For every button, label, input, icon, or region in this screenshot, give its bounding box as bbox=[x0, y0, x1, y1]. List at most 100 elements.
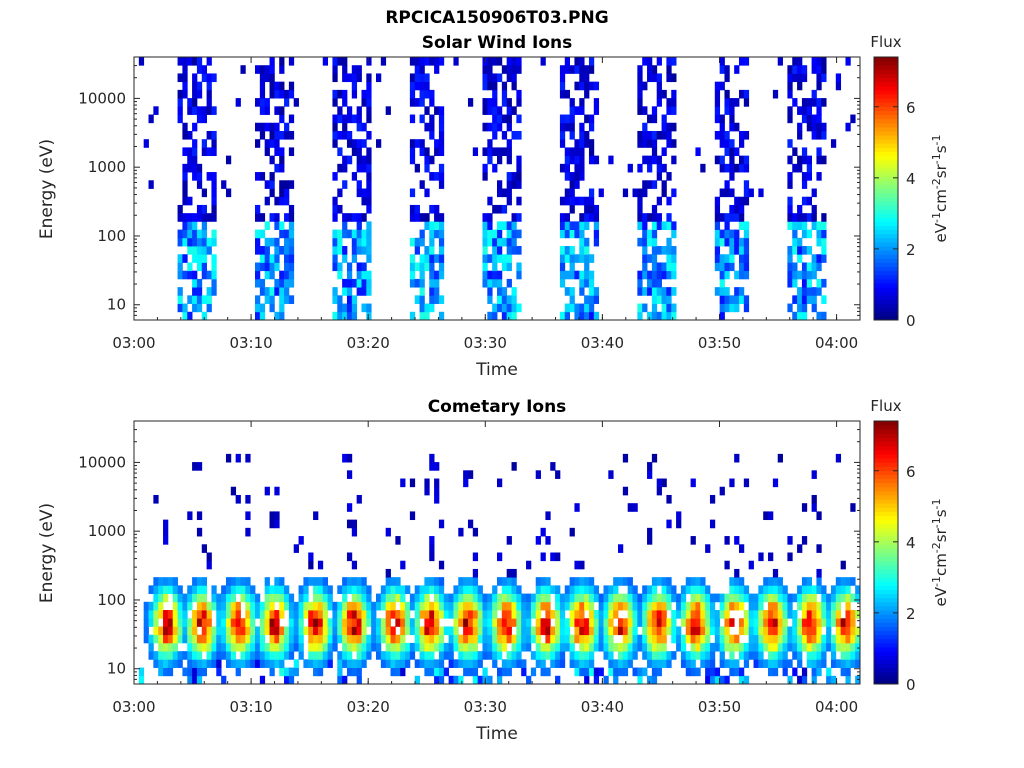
heatmap-cell bbox=[579, 601, 585, 611]
heatmap-cell bbox=[734, 237, 740, 247]
heatmap-cell bbox=[787, 172, 793, 181]
heatmap-cell bbox=[255, 213, 261, 222]
heatmap-cell bbox=[366, 196, 372, 206]
heatmap-cell bbox=[414, 262, 420, 272]
heatmap-cell bbox=[739, 675, 745, 685]
heatmap-cell bbox=[196, 642, 203, 652]
heatmap-cell bbox=[550, 585, 556, 594]
heatmap-cell bbox=[719, 122, 725, 132]
heatmap-cell bbox=[729, 667, 735, 677]
heatmap-cell bbox=[516, 651, 522, 660]
heatmap-cell bbox=[463, 651, 469, 660]
heatmap-cell bbox=[618, 544, 624, 553]
heatmap-cell bbox=[569, 651, 575, 660]
heatmap-cell bbox=[584, 254, 590, 263]
heatmap-cell bbox=[255, 642, 261, 652]
heatmap-cell bbox=[211, 585, 217, 594]
heatmap-cell bbox=[492, 89, 498, 99]
heatmap-cell bbox=[642, 303, 648, 313]
heatmap-cell bbox=[845, 642, 851, 652]
heatmap-cell bbox=[409, 81, 416, 91]
heatmap-cell bbox=[734, 147, 740, 157]
heatmap-cell bbox=[376, 618, 382, 627]
heatmap-cell bbox=[346, 618, 353, 627]
heatmap-cell bbox=[487, 73, 493, 83]
heatmap-cell bbox=[351, 560, 358, 570]
heatmap-cell bbox=[637, 642, 643, 652]
heatmap-cell bbox=[438, 610, 445, 619]
heatmap-cell bbox=[651, 204, 658, 214]
heatmap-cell bbox=[429, 237, 435, 247]
heatmap-cell bbox=[424, 221, 430, 230]
heatmap-cell bbox=[521, 626, 527, 636]
heatmap-cell bbox=[274, 237, 280, 247]
heatmap-cell bbox=[724, 89, 730, 99]
heatmap-cell bbox=[801, 270, 808, 280]
heatmap-cell bbox=[409, 254, 416, 263]
heatmap-cell bbox=[366, 303, 372, 313]
heatmap-cell bbox=[356, 73, 362, 83]
heatmap-cell bbox=[284, 626, 290, 636]
heatmap-cell bbox=[603, 601, 609, 611]
heatmap-cell bbox=[230, 642, 237, 652]
heatmap-cell bbox=[637, 196, 643, 206]
heatmap-cell bbox=[201, 213, 207, 222]
heatmap-cell bbox=[705, 642, 711, 652]
heatmap-cell bbox=[279, 667, 285, 677]
heatmap-cell bbox=[618, 577, 624, 586]
heatmap-cell bbox=[574, 585, 580, 594]
heatmap-cell bbox=[748, 601, 754, 611]
heatmap-cell bbox=[163, 659, 169, 668]
colorbar-segment bbox=[874, 671, 898, 677]
heatmap-cell bbox=[647, 642, 653, 652]
heatmap-cell bbox=[269, 659, 275, 668]
heatmap-cell bbox=[201, 295, 207, 304]
heatmap-cell bbox=[182, 163, 188, 173]
heatmap-cell bbox=[642, 155, 648, 165]
heatmap-cell bbox=[651, 618, 658, 627]
colorbar-segment bbox=[874, 523, 898, 529]
heatmap-cell bbox=[288, 651, 295, 660]
heatmap-cell bbox=[642, 651, 648, 660]
heatmap-cell bbox=[632, 618, 638, 627]
heatmap-cell bbox=[187, 618, 193, 627]
colorbar-segment bbox=[874, 246, 898, 251]
heatmap-cell bbox=[337, 675, 343, 685]
heatmap-cell bbox=[390, 593, 396, 603]
heatmap-cell bbox=[458, 618, 464, 627]
heatmap-cell bbox=[709, 519, 716, 529]
heatmap-cell bbox=[579, 618, 585, 627]
heatmap-cell bbox=[351, 667, 358, 677]
heatmap-cell bbox=[768, 577, 774, 586]
heatmap-cell bbox=[361, 229, 367, 239]
heatmap-cell bbox=[482, 98, 488, 107]
heatmap-cell bbox=[385, 626, 391, 636]
heatmap-cell bbox=[279, 180, 285, 189]
heatmap-cell bbox=[250, 618, 256, 627]
colorbar-segment bbox=[874, 262, 898, 268]
heatmap-cell bbox=[734, 536, 740, 545]
heatmap-cell bbox=[845, 626, 851, 636]
heatmap-cell bbox=[579, 642, 585, 652]
heatmap-cell bbox=[511, 568, 517, 578]
heatmap-cell bbox=[559, 221, 566, 230]
heatmap-cell bbox=[196, 667, 203, 677]
heatmap-cell bbox=[346, 626, 353, 636]
heatmap-cell bbox=[288, 229, 295, 239]
heatmap-cell bbox=[211, 626, 217, 636]
heatmap-cell bbox=[192, 163, 198, 173]
heatmap-cell bbox=[245, 577, 251, 586]
heatmap-cell bbox=[743, 188, 750, 198]
heatmap-cell bbox=[506, 155, 512, 165]
heatmap-cell bbox=[719, 254, 725, 263]
heatmap-cell bbox=[424, 585, 430, 594]
heatmap-cell bbox=[845, 634, 851, 644]
heatmap-cell bbox=[414, 73, 420, 83]
heatmap-cell bbox=[743, 270, 750, 280]
heatmap-cell bbox=[405, 585, 411, 594]
heatmap-cell bbox=[284, 122, 290, 132]
heatmap-cell bbox=[298, 601, 304, 611]
heatmap-cell bbox=[366, 73, 372, 83]
heatmap-cell bbox=[177, 593, 183, 603]
heatmap-cell bbox=[584, 659, 590, 668]
